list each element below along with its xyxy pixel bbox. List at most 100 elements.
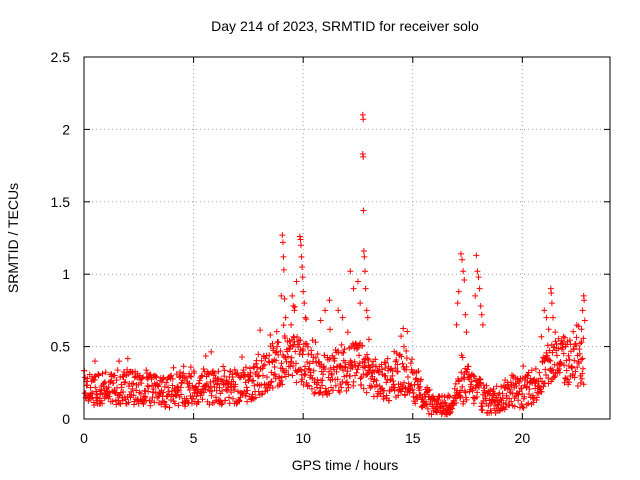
data-point	[138, 375, 145, 382]
data-point	[147, 402, 154, 409]
data-point	[542, 366, 549, 373]
data-point	[231, 387, 238, 394]
data-point	[383, 379, 390, 386]
data-point	[365, 357, 372, 364]
data-point	[334, 376, 341, 383]
data-point	[472, 292, 479, 299]
data-point	[312, 339, 319, 346]
data-point	[251, 382, 258, 389]
data-point	[572, 368, 579, 375]
data-point	[413, 375, 420, 382]
data-point	[314, 384, 320, 391]
data-point	[229, 395, 236, 402]
data-point	[498, 397, 505, 404]
data-point	[381, 387, 388, 394]
data-point	[286, 346, 293, 353]
data-point	[566, 337, 573, 344]
data-point	[425, 410, 432, 417]
data-point	[581, 317, 588, 324]
data-point	[463, 329, 470, 336]
data-point	[206, 371, 213, 378]
data-point	[470, 372, 477, 379]
data-point	[575, 323, 582, 330]
data-point	[110, 380, 117, 387]
data-point	[177, 384, 184, 391]
data-point	[361, 268, 368, 275]
data-point	[196, 377, 203, 384]
data-point	[288, 321, 295, 328]
data-point	[481, 389, 488, 396]
data-point	[487, 387, 494, 394]
data-point	[412, 400, 419, 407]
data-point	[530, 399, 537, 406]
data-points	[81, 111, 588, 418]
data-point	[577, 340, 584, 347]
data-point	[358, 381, 365, 388]
data-point	[219, 388, 226, 395]
data-point	[354, 344, 361, 351]
data-point	[260, 362, 267, 369]
x-tick-label: 0	[80, 430, 88, 446]
data-point	[192, 383, 199, 390]
data-point	[483, 382, 490, 389]
data-point	[537, 384, 544, 391]
data-point	[88, 390, 95, 397]
data-point	[421, 402, 428, 409]
data-point	[545, 375, 552, 382]
data-point	[365, 336, 372, 343]
data-point	[459, 383, 466, 390]
data-point	[563, 357, 570, 364]
y-tick-label: 1	[62, 266, 70, 282]
data-point	[269, 340, 276, 347]
data-point	[143, 367, 150, 374]
data-point	[458, 369, 465, 376]
data-point	[285, 371, 292, 378]
data-point	[163, 379, 170, 386]
data-point	[251, 363, 258, 370]
data-point	[310, 354, 317, 361]
data-point	[218, 401, 225, 408]
data-point	[231, 366, 238, 373]
data-point	[314, 376, 321, 383]
data-point	[180, 370, 187, 377]
data-point	[399, 360, 406, 367]
data-point	[460, 268, 467, 275]
data-point	[193, 393, 200, 400]
y-tick-label: 2.5	[51, 49, 71, 65]
data-point	[166, 404, 173, 411]
data-point	[463, 396, 470, 403]
data-point	[164, 392, 171, 399]
data-point	[573, 334, 580, 341]
data-point	[410, 390, 417, 397]
data-point	[560, 333, 567, 340]
data-point	[353, 369, 360, 376]
data-point	[180, 363, 187, 370]
data-point	[457, 393, 464, 400]
data-point	[523, 384, 530, 391]
data-point	[114, 367, 121, 374]
data-point	[199, 372, 206, 379]
y-tick-label: 0.5	[51, 339, 71, 355]
data-point	[552, 338, 559, 345]
data-point	[91, 402, 98, 409]
data-point	[515, 397, 522, 404]
data-point	[545, 326, 552, 333]
data-point	[369, 362, 376, 369]
data-point	[308, 385, 315, 392]
data-point	[234, 370, 241, 377]
data-point	[501, 406, 508, 413]
data-point	[541, 307, 548, 314]
data-point	[318, 368, 325, 375]
data-point	[394, 368, 401, 375]
data-point	[497, 405, 504, 412]
data-point	[578, 339, 585, 346]
data-point	[295, 344, 302, 351]
data-point	[302, 363, 309, 370]
data-point	[331, 355, 338, 362]
data-point	[291, 338, 298, 345]
data-point	[548, 300, 555, 307]
data-point	[518, 385, 525, 392]
data-point	[515, 391, 522, 398]
data-point	[454, 300, 461, 307]
data-point	[213, 381, 220, 388]
